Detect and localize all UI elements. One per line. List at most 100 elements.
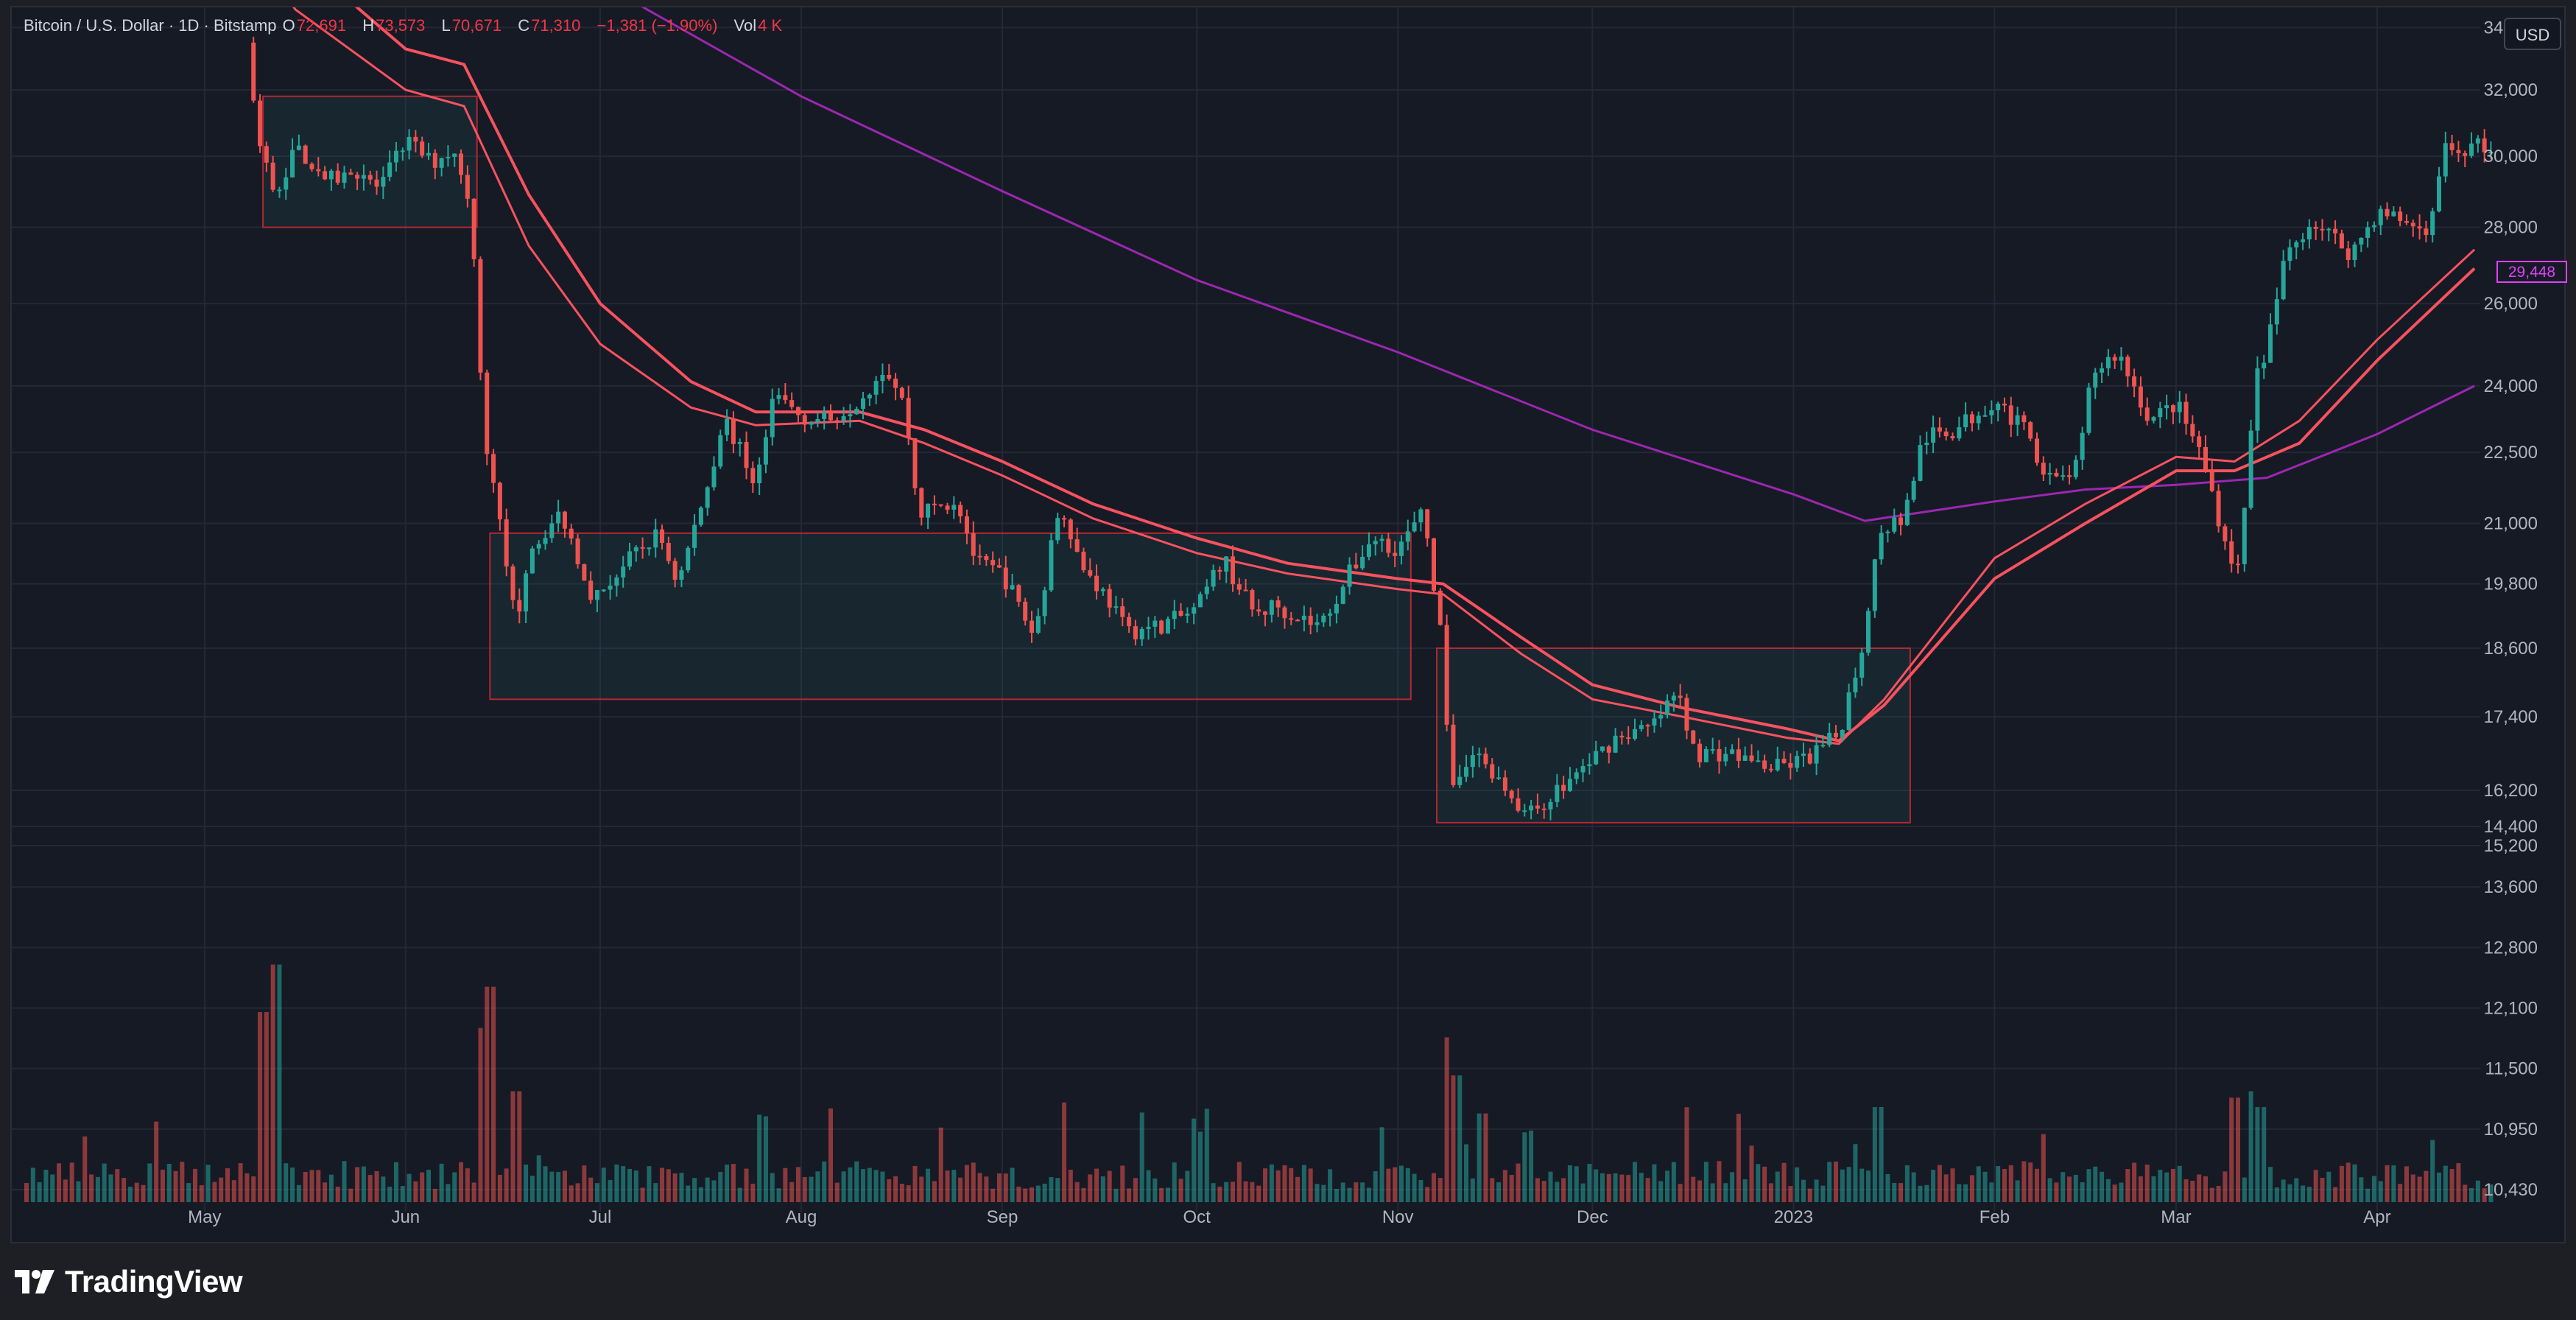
volume-bar [57,1163,62,1202]
currency-button[interactable]: USD [2504,18,2561,50]
candle-body [1315,622,1320,625]
volume-bar [1451,1075,1456,1202]
time-tick-label: Nov [1382,1207,1414,1227]
volume-bar [2047,1178,2052,1202]
candle-body [2449,143,2454,150]
candle-body [2190,424,2195,437]
volume-bar [1665,1170,1670,1202]
volume-bar [284,1163,289,1202]
candle-body [2216,491,2221,527]
candle-body [971,533,976,556]
volume-bar [834,1182,840,1202]
candle-body [491,454,496,483]
candle-body [1814,745,1819,764]
volume-bar [2080,1182,2085,1202]
volume-bar [1989,1182,1994,1202]
candle-body [1496,777,1502,779]
candle-body [1023,601,1028,621]
candle-body [2021,415,2027,423]
price-tick-label: 12,800 [2484,938,2538,958]
volume-bar [1425,1187,1430,1202]
volume-bar [452,1172,457,1202]
candle-body [1834,732,1838,737]
volume-bar [647,1166,652,1202]
candle-body [594,590,599,600]
candle-body [679,570,684,580]
volume-bar [711,1180,717,1202]
price-chart[interactable]: 36,00034,00032,00030,00028,00026,00024,0… [12,7,2567,1245]
volume-bar [2132,1162,2137,1202]
volume-bar [1042,1183,1047,1202]
candle-body [1665,700,1670,715]
volume-bar [1807,1188,1812,1202]
volume-bar [1801,1179,1806,1202]
tradingview-logo[interactable]: TradingView [13,1261,243,1302]
time-tick-label: Jul [589,1207,612,1227]
volume-bar [355,1167,360,1202]
volume-bar [1159,1187,1164,1202]
candle-body [653,529,658,548]
candle-body [601,589,606,591]
volume-bar [1412,1173,1417,1202]
volume-bar [906,1185,911,1202]
vol-value: 4 K [758,16,783,35]
price-axis[interactable]: 36,00034,00032,00030,00028,00026,00024,0… [2484,7,2538,1200]
candle-body [1879,533,1884,560]
price-tick-label: 32,000 [2484,80,2538,100]
candle-body [1535,805,1540,809]
volume-bar [996,1173,1002,1202]
candle-body [420,141,425,156]
volume-bar [1120,1165,1125,1202]
candle-body [1678,695,1683,698]
volume-bar [2410,1174,2415,1202]
volume-bar [964,1165,969,1202]
candle-body [251,42,256,101]
volume-bar [1133,1178,1138,1202]
volume-bar [614,1164,619,1202]
volume-bar [2041,1134,2046,1202]
volume-bar [219,1177,224,1202]
price-tick-label: 16,200 [2484,781,2538,801]
volume-bar [1639,1173,1644,1202]
volume-bar [127,1187,133,1202]
volume-bar [251,1176,256,1202]
volume-bar [569,1185,574,1202]
range-boxes [262,95,1911,824]
volume-bar [757,1114,762,1202]
candle-body [2301,239,2306,242]
candle-body [1269,600,1274,615]
candle-body [2105,357,2111,369]
candle-body [2463,152,2468,156]
symbol-title[interactable]: Bitcoin / U.S. Dollar · 1D · Bitstamp [24,16,277,35]
time-axis[interactable]: May Jun Jul Aug Sep Oct Nov Dec 2023 Feb Mar Apr [188,1207,2391,1227]
volume-bar [1996,1166,2001,1202]
volume-bar [1555,1182,1560,1202]
candle-body [1885,531,1890,533]
candle-body [660,529,665,544]
volume-bar [795,1167,800,1202]
volume-bar [1256,1185,1261,1202]
volume-bar [1723,1183,1728,1202]
candle-body [698,508,703,525]
volume-bar [1814,1179,1819,1202]
candle-body [750,468,756,484]
candle-body [795,407,800,415]
candle-body [770,399,775,438]
volume-bar [1398,1165,1404,1202]
volume-bar [594,1183,599,1202]
ema-slow-line [354,7,2476,742]
candle-body [718,435,723,467]
candle-body [633,547,638,552]
range-box [262,95,478,228]
volume-bar [1289,1168,1294,1202]
candle-body [2112,357,2117,361]
volume-bar [1918,1185,1923,1202]
candle-body [1347,564,1352,587]
candle-body [1820,745,1826,747]
candle-body [1996,403,2001,410]
candle-body [1762,760,1767,769]
volume-bar [1328,1169,1333,1202]
candle-body [789,400,795,407]
candle-body [1437,590,1443,625]
chart-panel[interactable]: 36,00034,00032,00030,00028,00026,00024,0… [10,6,2567,1245]
